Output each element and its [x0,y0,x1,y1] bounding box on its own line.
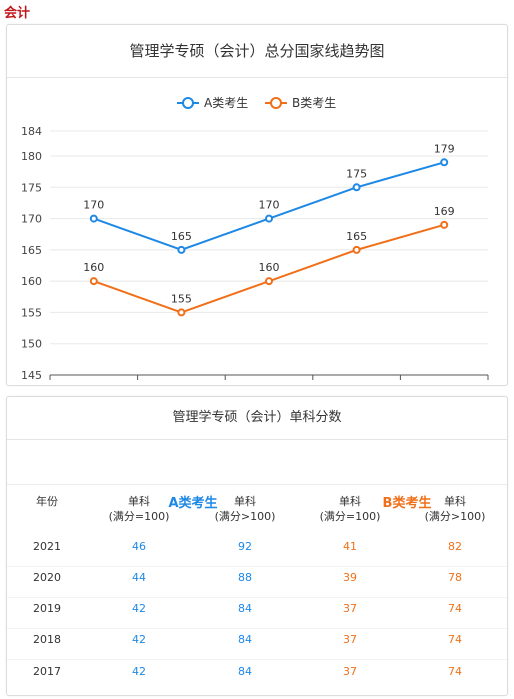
score-cell: 74 [448,633,462,646]
score-cell: 84 [238,665,252,678]
line-chart: A类考生 B类考生 145 150 155 160 165 170 175 180 184 2017 2… [21,96,489,386]
x-tick-label: 2017 [80,384,108,386]
data-label: 170 [83,199,104,212]
chart-title: 管理学专硕（会计）总分国家线趋势图 [7,25,507,78]
y-tick-label: 180 [21,150,42,163]
row-divider [7,628,507,629]
score-cell: 42 [132,665,146,678]
score-cell: 82 [448,540,462,553]
group-a-header: A类考生 [168,496,218,511]
row-divider [7,659,507,660]
y-tick-label: 155 [21,306,42,319]
y-tick-label: 165 [21,244,42,257]
y-tick-label: 145 [21,369,42,382]
column-header-line1: 年份 [36,495,58,508]
score-cell: 88 [238,571,252,584]
data-label: 175 [346,167,367,180]
score-cell: 92 [238,540,252,553]
y-tick-label: 170 [21,213,42,226]
year-cell: 2018 [33,633,61,646]
data-point [352,183,361,192]
score-cell: 84 [238,633,252,646]
column-header-line2: (满分>100) [424,510,486,523]
data-label: 160 [83,261,104,274]
score-cell: 44 [132,571,146,584]
category-label: 会计 [4,6,31,21]
data-point [265,214,273,223]
data-label: 170 [259,199,280,212]
data-point [265,277,273,286]
table-row: 2021 46 92 41 82 [7,540,507,560]
x-tick-label: 2021 [430,384,458,386]
column-header: 单科 (满分=100) [89,494,189,524]
data-point [440,220,449,229]
column-header-line2: (满分=100) [319,510,381,523]
data-point [440,158,449,167]
score-cell: 37 [343,602,357,615]
column-header: 单科 (满分=100) [300,494,400,524]
legend-marker-a [182,97,194,109]
y-tick-label: 150 [21,338,42,351]
column-header-line2: (满分>100) [214,510,276,523]
score-table: A类考生 B类考生 年份 单科 (满分=100) 单科 (满分>100) 单科 (满分=10… [7,440,507,695]
column-header-line2: (满分=100) [108,510,170,523]
y-tick-label: 160 [21,275,42,288]
table-row: 2017 42 84 37 74 [7,665,507,685]
year-cell: 2017 [33,665,61,678]
data-point [89,214,98,223]
score-cell: 84 [238,602,252,615]
table-row: 2018 42 84 37 74 [7,633,507,653]
table-title: 管理学专硕（会计）单科分数 [7,397,507,440]
header-divider [7,484,507,485]
y-tick-label: 175 [21,181,42,194]
column-header: 单科 (满分>100) [405,494,505,524]
year-cell: 2019 [33,602,61,615]
data-point [89,277,98,286]
table-row: 2019 42 84 37 74 [7,602,507,622]
data-point [352,245,361,254]
score-cell: 42 [132,633,146,646]
y-tick-label: 184 [21,125,42,138]
score-cell: 46 [132,540,146,553]
data-label: 165 [346,230,367,243]
score-cell: 78 [448,571,462,584]
score-cell: 42 [132,602,146,615]
score-cell: 37 [343,633,357,646]
data-label: 165 [171,230,192,243]
x-tick-label: 2019 [255,384,283,386]
score-cell: 39 [343,571,357,584]
row-divider [7,597,507,598]
year-cell: 2021 [33,540,61,553]
legend-label-b: B类考生 [292,96,336,110]
data-point [177,308,186,317]
row-divider [7,566,507,567]
column-header: 单科 (满分>100) [195,494,295,524]
group-b-header: B类考生 [382,496,432,511]
score-cell: 41 [343,540,357,553]
x-tick-label: 2018 [167,384,195,386]
column-header-line1: 单科 [234,495,256,508]
table-row: 2020 44 88 39 78 [7,571,507,591]
data-label: 179 [434,142,455,155]
legend-label-a: A类考生 [204,96,248,110]
chart-card: 管理学专硕（会计）总分国家线趋势图 A类考生 B类考生 145 150 155 160 16… [6,24,508,386]
data-point [177,245,186,254]
data-label: 155 [171,292,192,305]
column-header-line1: 单科 [128,495,150,508]
score-cell: 74 [448,602,462,615]
legend-marker-b [270,97,282,109]
column-header-line1: 单科 [339,495,361,508]
table-card: 管理学专硕（会计）单科分数 A类考生 B类考生 年份 单科 (满分=100) 单科 (满… [6,396,508,696]
x-tick-label: 2020 [343,384,371,386]
score-cell: 37 [343,665,357,678]
column-header-line1: 单科 [444,495,466,508]
data-label: 169 [434,205,455,218]
score-cell: 74 [448,665,462,678]
data-label: 160 [259,261,280,274]
year-cell: 2020 [33,571,61,584]
column-header: 年份 [0,494,97,509]
